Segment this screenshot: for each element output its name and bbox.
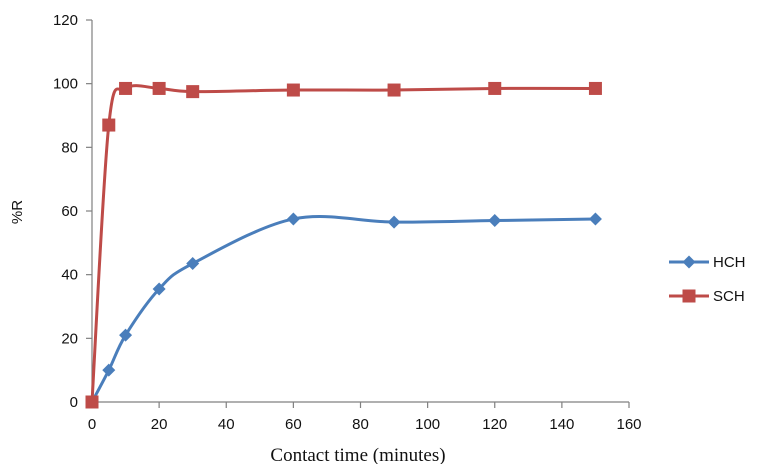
x-axis-title: Contact time (minutes) bbox=[270, 445, 445, 464]
hch-data-point bbox=[152, 282, 166, 296]
y-tick-label: 0 bbox=[70, 394, 78, 411]
legend: HCH SCH bbox=[669, 254, 746, 305]
legend-sch-marker bbox=[682, 289, 696, 303]
x-tick-label: 140 bbox=[549, 416, 574, 433]
y-tick-label: 60 bbox=[61, 203, 78, 220]
y-tick-label: 20 bbox=[61, 330, 78, 347]
y-axis-ticks: 0 20 40 60 80 100 120 bbox=[53, 12, 92, 411]
legend-hch-marker bbox=[682, 255, 696, 269]
x-tick-label: 60 bbox=[285, 416, 302, 433]
x-tick-label: 20 bbox=[151, 416, 168, 433]
x-tick-label: 80 bbox=[352, 416, 369, 433]
sch-data-point bbox=[119, 81, 133, 95]
hch-data-point bbox=[286, 212, 300, 226]
sch-data-point bbox=[186, 85, 200, 99]
sch-data-point bbox=[152, 81, 166, 95]
hch-data-point bbox=[186, 257, 200, 271]
y-tick-label: 100 bbox=[53, 76, 78, 93]
sch-data-point bbox=[387, 83, 401, 97]
sch-data-point bbox=[588, 81, 602, 95]
sch-data-point bbox=[102, 118, 116, 132]
y-tick-label: 80 bbox=[61, 139, 78, 156]
hch-series-line bbox=[90, 215, 596, 403]
hch-data-point bbox=[119, 328, 133, 342]
y-tick-label: 120 bbox=[53, 12, 78, 29]
sch-data-point bbox=[286, 83, 300, 97]
sch-data-point bbox=[85, 395, 99, 409]
hch-data-point bbox=[588, 212, 602, 226]
y-tick-label: 40 bbox=[61, 267, 78, 284]
x-tick-label: 0 bbox=[88, 416, 96, 433]
hch-data-point bbox=[488, 214, 502, 228]
sch-series-line bbox=[90, 84, 596, 403]
x-tick-label: 40 bbox=[218, 416, 235, 433]
x-tick-label: 100 bbox=[415, 416, 440, 433]
legend-hch-label: HCH bbox=[713, 254, 746, 271]
hch-data-point bbox=[102, 363, 116, 377]
y-axis-title: %R bbox=[9, 200, 26, 224]
x-axis-ticks: 0 20 40 60 80 100 120 140 160 bbox=[88, 402, 642, 433]
legend-sch-label: SCH bbox=[713, 288, 745, 305]
x-tick-label: 160 bbox=[616, 416, 641, 433]
hch-data-point bbox=[387, 215, 401, 229]
x-tick-label: 120 bbox=[482, 416, 507, 433]
sch-data-point bbox=[488, 81, 502, 95]
series-layer bbox=[85, 81, 602, 409]
